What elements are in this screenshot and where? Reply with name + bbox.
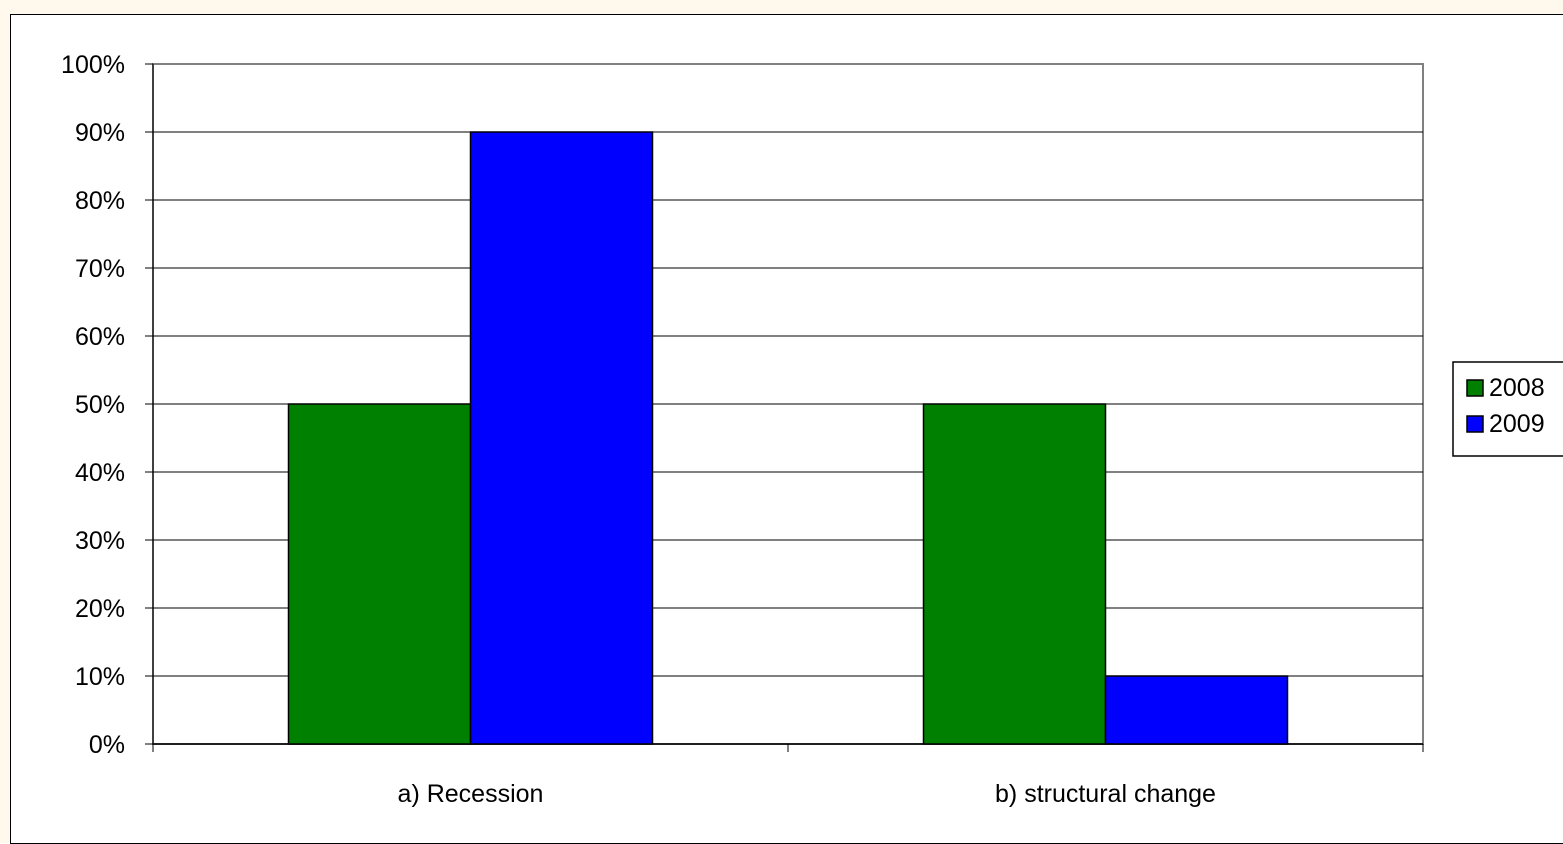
bar-2008-1 [287, 403, 472, 745]
y-tick-label: 70% [75, 255, 125, 283]
x-category-label: b) structural change [995, 780, 1216, 808]
y-tick-label: 30% [75, 527, 125, 555]
y-tick-label: 40% [75, 459, 125, 487]
y-tick-label: 20% [75, 595, 125, 623]
legend-label-2008: 2008 [1489, 374, 1545, 402]
x-category-label: a) Recession [398, 780, 544, 808]
legend-label-2009: 2009 [1489, 410, 1545, 438]
bar-2009-1 [469, 131, 654, 745]
legend-swatch-2009 [1466, 415, 1484, 433]
y-tick-label: 10% [75, 663, 125, 691]
y-tick-label: 60% [75, 323, 125, 351]
y-tick-label: 100% [61, 51, 125, 79]
bar-2009-2 [1104, 675, 1289, 745]
y-tick-label: 50% [75, 391, 125, 419]
chart-area [10, 14, 1563, 844]
bar-2008-2 [922, 403, 1107, 745]
y-tick-label: 90% [75, 119, 125, 147]
legend-swatch-2008 [1466, 379, 1484, 397]
legend-box [1452, 361, 1563, 457]
y-tick-label: 80% [75, 187, 125, 215]
y-tick-label: 0% [89, 731, 125, 759]
